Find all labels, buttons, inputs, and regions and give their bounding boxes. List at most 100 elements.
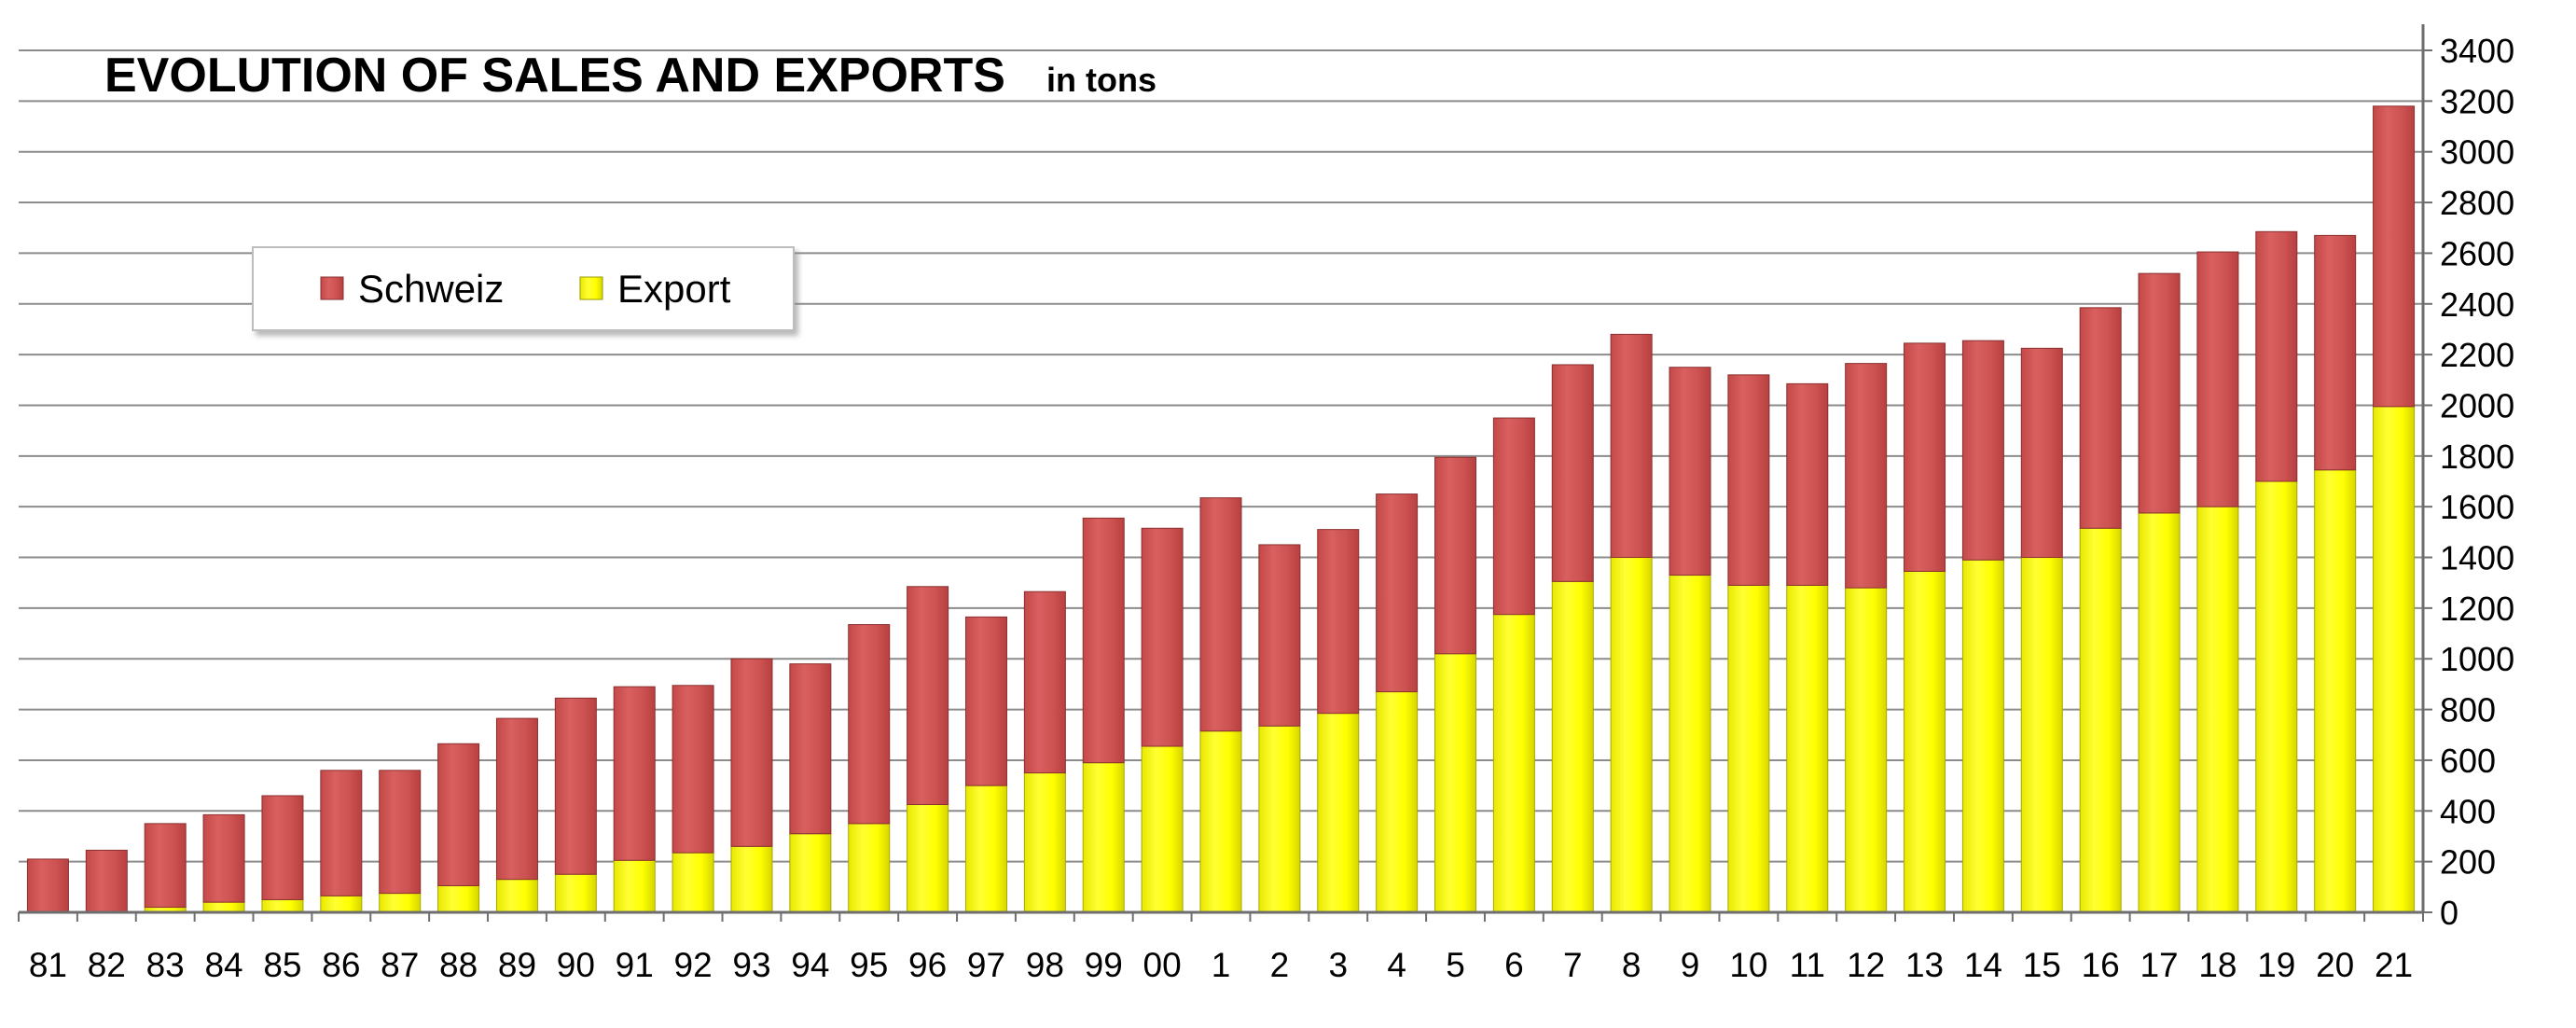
x-tick-label: 20 [2316,946,2354,984]
bar-schweiz-5 [1434,456,1477,655]
x-tick-label: 10 [1729,946,1767,984]
x-tick-label: 96 [908,946,947,984]
bar-export-11 [1786,584,1829,913]
bar-schweiz-10 [1727,374,1770,586]
x-tick-label: 84 [204,946,242,984]
bar-schweiz-13 [1904,342,1946,572]
bar-export-2 [1258,725,1301,913]
x-tick-label: 7 [1563,946,1583,984]
x-tick-label: 97 [967,946,1005,984]
bar-export-90 [554,873,597,913]
x-tick-label: 92 [674,946,713,984]
legend-label-schweiz: Schweiz [358,267,504,311]
bar-export-9 [1669,575,1711,913]
y-tick-label: 1400 [2440,539,2514,577]
x-tick-label: 19 [2257,946,2295,984]
bar-schweiz-9 [1669,367,1711,577]
bar-export-4 [1376,691,1419,913]
x-tick-label: 3 [1328,946,1348,984]
bar-schweiz-98 [1023,590,1066,774]
bar-schweiz-4 [1376,493,1419,693]
bar-export-93 [730,845,773,913]
y-tick-label: 0 [2440,894,2458,932]
bar-schweiz-3 [1317,529,1360,715]
bar-export-10 [1727,584,1770,913]
bar-export-00 [1141,745,1184,913]
bar-export-91 [613,859,656,913]
x-tick-label: 82 [88,946,126,984]
x-tick-label: 9 [1681,946,1700,984]
chart-title: EVOLUTION OF SALES AND EXPORTS [104,49,1005,103]
x-tick-label: 83 [146,946,185,984]
x-tick-label: 94 [791,946,829,984]
bar-export-96 [907,804,949,913]
x-tick-label: 90 [557,946,595,984]
bar-export-8 [1610,557,1653,913]
bar-export-5 [1434,653,1477,913]
y-tick-label: 3000 [2440,133,2514,172]
bar-schweiz-89 [495,717,538,881]
y-tick-label: 1000 [2440,640,2514,678]
bar-export-97 [964,785,1007,913]
bar-export-15 [2020,557,2063,913]
y-tick-label: 1600 [2440,488,2514,526]
bar-export-12 [1845,587,1888,913]
bar-schweiz-2 [1258,544,1301,727]
bar-export-17 [2138,512,2181,913]
bar-export-1 [1199,730,1242,913]
legend-label-export: Export [617,267,731,311]
bar-schweiz-16 [2079,307,2122,529]
bar-schweiz-85 [261,795,304,900]
bar-export-19 [2255,480,2298,913]
bar-schweiz-96 [907,586,949,805]
bar-export-88 [437,884,480,913]
bar-export-87 [379,893,422,913]
bar-schweiz-99 [1082,517,1125,764]
bar-export-18 [2196,506,2239,913]
bar-export-99 [1082,762,1125,913]
bar-export-21 [2373,406,2416,913]
bar-schweiz-84 [202,813,245,903]
bar-schweiz-11 [1786,382,1829,586]
x-tick-label: 11 [1790,946,1825,984]
bar-export-85 [261,898,304,913]
bar-export-3 [1317,713,1360,913]
bar-export-98 [1023,772,1066,913]
x-axis-ticks: 81 82 83 84 85 86 87 88 89 90 91 92 93 94 95 96 97 98 99 00… [18,912,2424,984]
y-tick-label: 2600 [2440,234,2514,272]
bar-schweiz-93 [730,658,773,847]
x-tick-label: 18 [2198,946,2237,984]
bar-schweiz-94 [789,663,832,835]
bar-schweiz-88 [437,743,480,886]
bar-schweiz-20 [2314,234,2357,471]
x-tick-label: 98 [1026,946,1064,984]
x-tick-label: 99 [1085,946,1123,984]
x-tick-label: 91 [616,946,654,984]
y-axis-ticks: 0 200 400 600 800 1000 1200 1400 1600 1800 2000 220… [2423,32,2514,932]
y-tick-label: 400 [2440,792,2496,830]
x-tick-label: 5 [1446,946,1465,984]
bar-export-94 [789,833,832,913]
chart-subtitle: in tons [1046,61,1156,99]
bar-export-7 [1551,580,1594,913]
x-tick-label: 1 [1212,946,1231,984]
x-tick-label: 13 [1905,946,1944,984]
y-tick-label: 2000 [2440,386,2514,424]
bar-schweiz-12 [1845,363,1888,589]
bar-schweiz-00 [1141,527,1184,747]
bar-schweiz-8 [1610,333,1653,559]
y-tick-label: 600 [2440,742,2496,780]
x-tick-label: 86 [322,946,360,984]
x-tick-label: 87 [381,946,419,984]
bar-export-14 [1961,559,2004,913]
bar-export-89 [495,879,538,913]
y-tick-label: 200 [2440,843,2496,882]
bar-schweiz-87 [379,770,422,895]
bar-export-6 [1492,614,1535,913]
bar-schweiz-97 [964,616,1007,786]
bar-schweiz-95 [848,624,891,825]
gridlines [19,49,2423,913]
bar-export-84 [202,901,245,913]
bar-schweiz-7 [1551,364,1594,582]
